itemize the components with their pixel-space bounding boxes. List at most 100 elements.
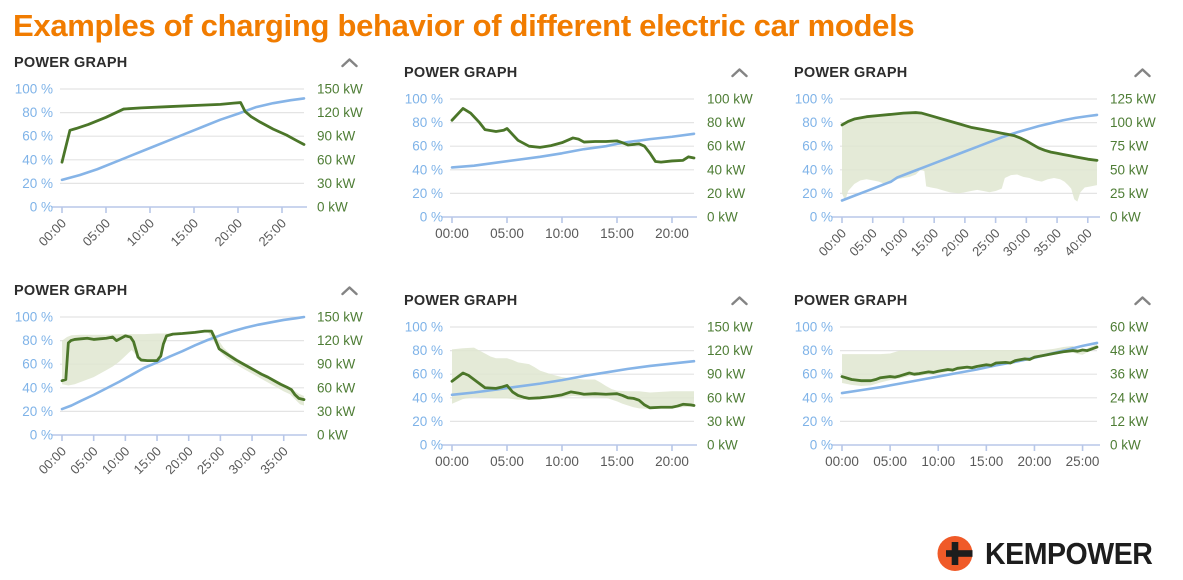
collapse-panel-button[interactable] xyxy=(339,284,360,298)
y-right-tick-label: 100 kW xyxy=(707,92,753,107)
x-axis-tick-label: 25:00 xyxy=(194,444,228,478)
x-axis-tick-label: 40:00 xyxy=(1061,226,1095,260)
x-axis-tick-label: 15:00 xyxy=(969,454,1003,469)
y-right-tick-label: 150 kW xyxy=(707,320,753,335)
y-left-tick-label: 100 % xyxy=(405,92,443,107)
power-graph-card: POWER GRAPH 00:00 05:00 10:00 15:00 20:00 100… xyxy=(390,277,780,499)
x-axis-tick-label: 10:00 xyxy=(99,444,133,478)
power-graph-plot: 00:00 05:00 10:00 15:00 20:00 100 % 80 % 60 % 40… xyxy=(405,92,753,242)
y-left-tick-label: 60 % xyxy=(412,367,443,382)
y-left-tick-label: 0 % xyxy=(30,200,53,215)
power-graph-card: POWER GRAPH 00:00 05:00 10:00 15:00 20:00 25:… xyxy=(0,49,390,271)
x-axis-tick-label: 10:00 xyxy=(545,454,579,469)
power-graph-card: POWER GRAPH 00:00 05:00 10:00 15:00 20:00 25:… xyxy=(780,49,1183,271)
y-left-tick-label: 20 % xyxy=(802,414,833,429)
y-right-tick-label: 60 kW xyxy=(1110,320,1149,335)
x-axis-tick-label: 05:00 xyxy=(846,226,880,260)
y-left-tick-label: 40 % xyxy=(802,390,833,405)
power-line xyxy=(840,345,1099,383)
power-graph-title: POWER GRAPH xyxy=(14,55,128,72)
y-right-tick-label: 150 kW xyxy=(317,82,363,97)
y-right-tick-label: 20 kW xyxy=(707,186,746,201)
x-axis-tick-label: 05:00 xyxy=(873,454,907,469)
y-left-tick-label: 80 % xyxy=(22,333,53,348)
y-right-tick-label: 30 kW xyxy=(317,176,356,191)
y-right-tick-label: 25 kW xyxy=(1110,186,1149,201)
y-left-tick-label: 0 % xyxy=(30,428,53,443)
page-title: Examples of charging behavior of differe… xyxy=(13,8,915,43)
power-graph-plot: 00:0005:0010:0015:0020:0025:0030:0035:00… xyxy=(795,92,1156,260)
power-graph-header: POWER GRAPH xyxy=(0,279,390,303)
power-graph-title: POWER GRAPH xyxy=(404,293,518,310)
y-right-tick-label: 120 kW xyxy=(707,343,753,358)
y-right-tick-label: 60 kW xyxy=(317,152,356,167)
x-axis-tick-label: 20:00 xyxy=(1018,454,1052,469)
y-left-tick-label: 0 % xyxy=(420,210,443,225)
x-axis-tick-label: 35:00 xyxy=(257,444,291,478)
power-line xyxy=(840,111,1099,162)
y-right-tick-label: 0 kW xyxy=(707,438,738,453)
y-left-tick-label: 80 % xyxy=(802,343,833,358)
collapse-panel-button[interactable] xyxy=(1132,66,1153,80)
power-graph-plot: 00:00 05:00 10:00 15:00 20:00 25:00 100 % 80 % 6… xyxy=(795,320,1149,470)
y-left-tick-label: 40 % xyxy=(412,390,443,405)
y-right-tick-label: 125 kW xyxy=(1110,92,1156,107)
y-left-tick-label: 20 % xyxy=(22,176,53,191)
y-right-tick-label: 0 kW xyxy=(1110,210,1141,225)
x-axis-tick-label: 00:00 xyxy=(435,454,469,469)
y-left-tick-label: 20 % xyxy=(412,186,443,201)
collapse-panel-button[interactable] xyxy=(339,56,360,70)
logo-plus-horizontal xyxy=(946,550,973,557)
power-range-band xyxy=(842,112,1097,202)
y-left-tick-label: 60 % xyxy=(802,367,833,382)
y-right-tick-label: 60 kW xyxy=(317,380,356,395)
collapse-panel-button[interactable] xyxy=(729,294,750,308)
collapse-panel-button[interactable] xyxy=(729,66,750,80)
x-axis-tick-label: 15:00 xyxy=(600,454,634,469)
y-right-tick-label: 30 kW xyxy=(317,404,356,419)
soc-line xyxy=(450,360,696,397)
chevron-up-icon xyxy=(341,286,358,296)
x-axis-tick-label: 20:00 xyxy=(655,454,689,469)
x-axis-tick-label: 05:00 xyxy=(490,454,524,469)
y-left-tick-label: 100 % xyxy=(795,320,833,335)
x-axis-tick-label: 15:00 xyxy=(168,216,202,250)
y-left-tick-label: 80 % xyxy=(802,115,833,130)
x-axis-tick-label: 10:00 xyxy=(877,226,911,260)
power-graph-plot: 00:00 05:00 10:00 15:00 20:00 100 % 80 % 60 % 40… xyxy=(405,320,753,470)
y-right-tick-label: 80 kW xyxy=(707,115,746,130)
soc-line xyxy=(60,315,306,411)
y-right-tick-label: 0 kW xyxy=(707,210,738,225)
y-right-tick-label: 0 kW xyxy=(317,200,348,215)
chevron-up-icon xyxy=(731,296,748,306)
y-right-tick-label: 90 kW xyxy=(707,367,746,382)
y-right-tick-label: 75 kW xyxy=(1110,139,1149,154)
y-left-tick-label: 20 % xyxy=(22,404,53,419)
y-right-tick-label: 0 kW xyxy=(317,428,348,443)
x-axis-tick-label: 20:00 xyxy=(212,216,246,250)
x-axis-tick-label: 15:00 xyxy=(908,226,942,260)
y-left-tick-label: 60 % xyxy=(22,129,53,144)
chevron-up-icon xyxy=(731,68,748,78)
soc-line xyxy=(840,113,1099,202)
y-right-tick-label: 0 kW xyxy=(1110,438,1141,453)
y-left-tick-label: 0 % xyxy=(420,438,443,453)
power-graph-plot: 00:00 05:00 10:00 15:00 20:00 25:00 100 % 80 % 6… xyxy=(15,82,363,250)
power-line xyxy=(60,329,306,402)
y-right-tick-label: 24 kW xyxy=(1110,390,1149,405)
x-axis-tick-label: 00:00 xyxy=(36,444,70,478)
x-axis-tick-label: 10:00 xyxy=(124,216,158,250)
chevron-up-icon xyxy=(341,58,358,68)
power-graph-header: POWER GRAPH xyxy=(390,61,780,85)
power-line xyxy=(450,107,696,164)
y-left-tick-label: 100 % xyxy=(15,310,53,325)
collapse-panel-button[interactable] xyxy=(1132,294,1153,308)
x-axis-tick-label: 05:00 xyxy=(80,216,114,250)
y-left-tick-label: 80 % xyxy=(22,105,53,120)
chevron-up-icon xyxy=(1134,296,1151,306)
power-line xyxy=(60,101,306,164)
power-graph-card: POWER GRAPH 00:00 05:00 10:00 15:00 20:00 25:… xyxy=(780,277,1183,499)
power-graph-title: POWER GRAPH xyxy=(14,283,128,300)
power-graph-card: POWER GRAPH 00:00 05:00 10:00 15:00 20:00 25:… xyxy=(0,277,390,499)
y-right-tick-label: 12 kW xyxy=(1110,414,1149,429)
